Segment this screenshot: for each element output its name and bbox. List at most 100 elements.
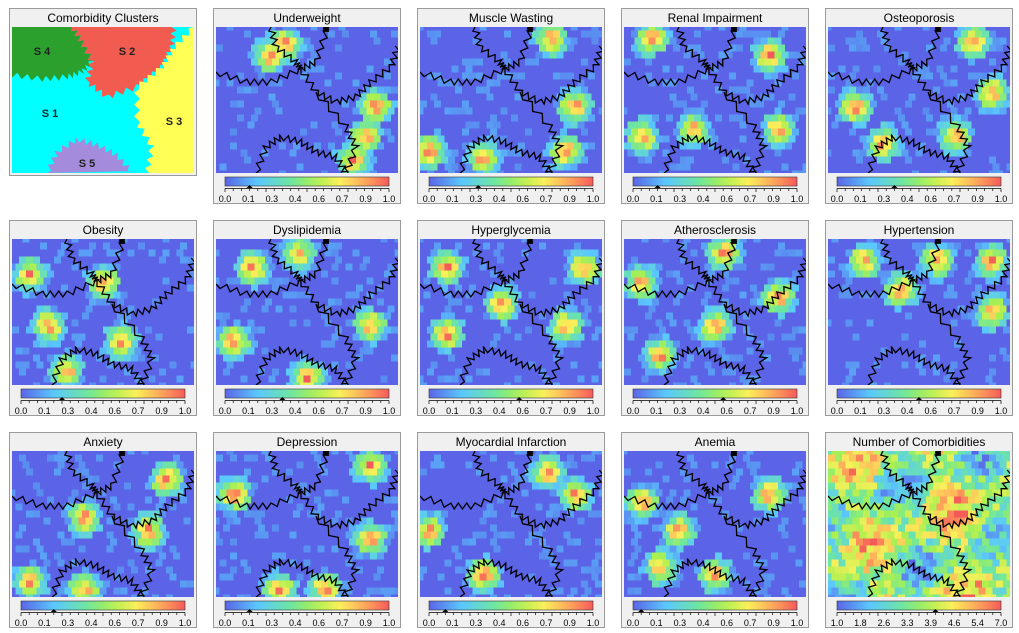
- heat-cell: [92, 263, 101, 272]
- heat-cell: [673, 100, 681, 109]
- heat-cell: [47, 382, 55, 385]
- heat-cell: [240, 121, 249, 130]
- heat-cell: [279, 114, 287, 123]
- heat-cell: [870, 72, 878, 81]
- heat-cell: [521, 27, 530, 32]
- heat-cell: [1003, 170, 1010, 173]
- heat-cell: [391, 142, 398, 151]
- heat-cell: [718, 51, 727, 60]
- heat-cell: [947, 156, 955, 165]
- heat-cell: [975, 58, 983, 67]
- heat-cell: [591, 93, 600, 102]
- heat-cell: [989, 242, 997, 251]
- heat-cell: [887, 65, 896, 74]
- heat-cell: [462, 58, 470, 67]
- heat-cell: [50, 239, 59, 244]
- heat-cell: [915, 27, 924, 32]
- heat-cell: [472, 347, 481, 356]
- heat-cell: [971, 79, 980, 88]
- heat-cell: [842, 156, 850, 165]
- heat-cell: [71, 291, 80, 300]
- heat-cell: [282, 263, 291, 272]
- heat-cell: [394, 149, 398, 158]
- heat-cell: [795, 107, 804, 116]
- heat-cell: [314, 284, 322, 293]
- heat-cell: [275, 163, 284, 172]
- heat-cell: [223, 354, 231, 363]
- heat-cell: [556, 319, 565, 328]
- heat-cell: [420, 156, 428, 165]
- heat-cell: [560, 312, 568, 321]
- heat-cell: [314, 368, 322, 377]
- heat-cell: [352, 305, 361, 314]
- heat-cell: [673, 142, 681, 151]
- heat-cell: [767, 121, 776, 130]
- heat-cell: [465, 263, 474, 272]
- heat-cell: [535, 305, 544, 314]
- heat-cell: [781, 37, 790, 46]
- heat-cell: [363, 128, 371, 137]
- heat-cell: [577, 65, 586, 74]
- heat-cell: [92, 249, 101, 258]
- heat-cell: [838, 135, 847, 144]
- heat-cell: [631, 312, 639, 321]
- heat-cell: [162, 319, 171, 328]
- heat-cell: [441, 114, 449, 123]
- heat-cell: [444, 135, 453, 144]
- heat-cell: [391, 114, 398, 123]
- heat-cell: [345, 375, 354, 384]
- heat-cell: [300, 142, 308, 151]
- heat-cell: [391, 86, 398, 95]
- heat-cell: [788, 333, 797, 342]
- heat-cell: [434, 86, 442, 95]
- heat-cell: [785, 368, 793, 377]
- heat-cell: [64, 263, 73, 272]
- heat-cell: [244, 312, 252, 321]
- heat-cell: [743, 142, 751, 151]
- heat-cell: [216, 86, 224, 95]
- heat-cell: [964, 163, 973, 172]
- heat-cell: [384, 242, 392, 251]
- heat-cell: [71, 333, 80, 342]
- heat-cell: [226, 305, 235, 314]
- heat-cell: [152, 368, 160, 377]
- heat-cell: [43, 263, 52, 272]
- heat-cell: [321, 114, 329, 123]
- heat-cell: [289, 239, 298, 244]
- heat-cell: [328, 242, 336, 251]
- heat-cell: [22, 249, 31, 258]
- heat-cell: [427, 326, 435, 335]
- heat-cell: [694, 100, 702, 109]
- heat-cell: [894, 149, 903, 158]
- heat-cell: [852, 51, 861, 60]
- heat-cell: [968, 114, 976, 123]
- heat-cell: [391, 284, 398, 293]
- heat-cell: [363, 30, 371, 39]
- heat-cell: [943, 79, 952, 88]
- heat-cell: [176, 263, 185, 272]
- heat-cell: [746, 277, 755, 286]
- heat-cell: [455, 368, 463, 377]
- heat-cell: [799, 242, 806, 251]
- heat-cell: [423, 65, 432, 74]
- heat-cell: [595, 270, 602, 279]
- heat-cell: [240, 291, 249, 300]
- heat-cell: [694, 256, 702, 265]
- heat-cell: [68, 270, 76, 279]
- heat-cell: [64, 277, 73, 286]
- heat-cell: [659, 340, 667, 349]
- heat-cell: [577, 347, 586, 356]
- heat-cell: [293, 340, 301, 349]
- heat-cell: [641, 347, 650, 356]
- heat-cell: [683, 333, 692, 342]
- heat-cell: [251, 100, 259, 109]
- heat-cell: [465, 305, 474, 314]
- heat-cell: [546, 312, 554, 321]
- heat-cell: [574, 340, 582, 349]
- heat-cell: [85, 333, 94, 342]
- heat-cell: [655, 333, 664, 342]
- cluster-boundary: [723, 91, 769, 173]
- heat-cell: [750, 58, 758, 67]
- heat-cell: [567, 170, 575, 173]
- heat-cell: [736, 100, 744, 109]
